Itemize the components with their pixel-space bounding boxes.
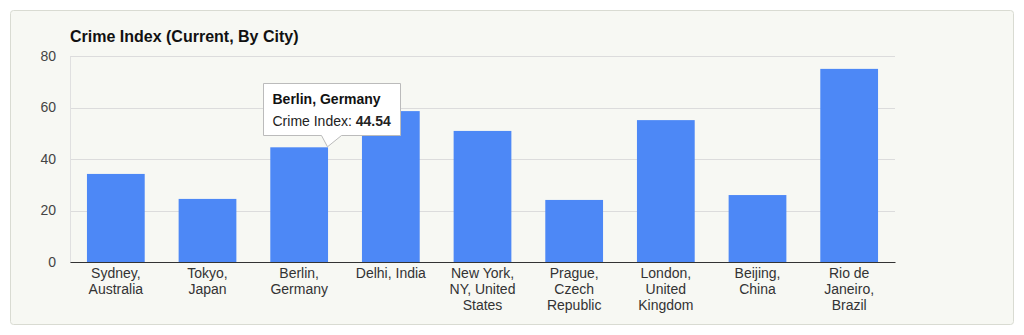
x-tick-label-line: London, xyxy=(641,265,692,281)
tooltip-box xyxy=(264,84,401,147)
x-tick-label-line: Berlin, xyxy=(279,265,319,281)
y-tick: 20 xyxy=(40,202,70,218)
y-tick: 40 xyxy=(40,151,70,167)
x-tick-label-line: Republic xyxy=(547,297,601,313)
x-tick: New York,NY, UnitedStates xyxy=(450,262,516,313)
y-axis: 0 20 40 60 80 xyxy=(40,48,70,270)
y-tick-label: 60 xyxy=(40,99,56,115)
tooltip-label: Crime Index: xyxy=(273,113,356,129)
grid xyxy=(70,57,895,263)
y-axis-line xyxy=(70,57,71,263)
x-tick-label: Prague,CzechRepublic xyxy=(547,265,601,313)
x-tick-label: Rio deJaneiro,Brazil xyxy=(824,265,874,313)
x-tick-label: London,UnitedKingdom xyxy=(638,265,693,313)
background xyxy=(11,11,1014,325)
x-axis: Sydney,Australia Tokyo,Japan Berlin,German… xyxy=(71,262,896,313)
bar xyxy=(179,199,237,262)
x-tick-label: Beijing,China xyxy=(735,265,781,297)
bar xyxy=(270,147,328,262)
y-tick-label: 20 xyxy=(40,202,56,218)
x-tick: London,UnitedKingdom xyxy=(638,262,693,313)
y-tick: 80 xyxy=(40,48,70,64)
x-tick: Berlin,Germany xyxy=(270,262,328,297)
x-tick-label-line: States xyxy=(463,297,503,313)
x-tick-label-line: Tokyo, xyxy=(187,265,227,281)
y-tick-label: 80 xyxy=(40,48,56,64)
x-tick-label-line: Czech xyxy=(554,281,594,297)
tooltip-value: 44.54 xyxy=(356,113,391,129)
x-tick-label: Sydney,Australia xyxy=(89,265,144,297)
x-tick-label-line: Australia xyxy=(89,281,144,297)
y-tick-label: 40 xyxy=(40,151,56,167)
y-tick-label: 0 xyxy=(48,254,56,270)
bar xyxy=(729,195,787,262)
grid-line xyxy=(70,262,895,263)
x-tick: Delhi, India xyxy=(356,262,426,281)
x-tick-label-line: United xyxy=(646,281,686,297)
title: Crime Index (Current, By City) xyxy=(70,28,298,45)
bar xyxy=(637,120,695,262)
y-tick: 60 xyxy=(40,99,70,115)
x-axis-line xyxy=(71,262,896,263)
tooltip-text: Crime Index: 44.54 xyxy=(273,113,391,129)
x-tick-label: Tokyo,Japan xyxy=(187,265,227,297)
y-tick: 0 xyxy=(48,254,70,270)
x-tick-label-line: Sydney, xyxy=(91,265,141,281)
chart: 0 20 40 60 80 Sydney,Australia Tokyo,Japan Berl… xyxy=(0,0,1024,335)
x-tick-label: Berlin,Germany xyxy=(270,265,328,297)
bar xyxy=(454,131,512,262)
x-tick: Prague,CzechRepublic xyxy=(547,262,601,313)
x-tick-label-line: Brazil xyxy=(832,297,867,313)
x-tick: Tokyo,Japan xyxy=(187,262,227,297)
x-tick: Rio deJaneiro,Brazil xyxy=(824,262,874,313)
x-tick: Sydney,Australia xyxy=(89,262,144,297)
x-tick-label-line: New York, xyxy=(451,265,514,281)
x-tick-label-line: Beijing, xyxy=(735,265,781,281)
x-tick-label-line: Japan xyxy=(188,281,226,297)
x-tick-label-line: Prague, xyxy=(550,265,599,281)
bar xyxy=(87,174,145,262)
x-tick-label: Delhi, India xyxy=(356,265,426,281)
tooltip-title: Berlin, Germany xyxy=(273,91,381,107)
bars xyxy=(87,69,878,262)
bar xyxy=(820,69,878,262)
tooltip: Berlin, Germany Crime Index: 44.54 xyxy=(264,84,401,147)
x-tick-label: New York,NY, UnitedStates xyxy=(450,265,516,313)
bar xyxy=(545,200,603,262)
x-tick-label-line: Germany xyxy=(270,281,328,297)
x-tick-label-line: Kingdom xyxy=(638,297,693,313)
grid-line xyxy=(70,108,895,109)
x-tick-label-line: Janeiro, xyxy=(824,281,874,297)
x-tick-label-line: NY, United xyxy=(450,281,516,297)
x-tick-label-line: China xyxy=(739,281,776,297)
x-tick-label-line: Rio de xyxy=(829,265,870,281)
x-tick: Beijing,China xyxy=(735,262,781,297)
x-tick-label-line: Delhi, India xyxy=(356,265,426,281)
grid-line xyxy=(70,56,895,57)
